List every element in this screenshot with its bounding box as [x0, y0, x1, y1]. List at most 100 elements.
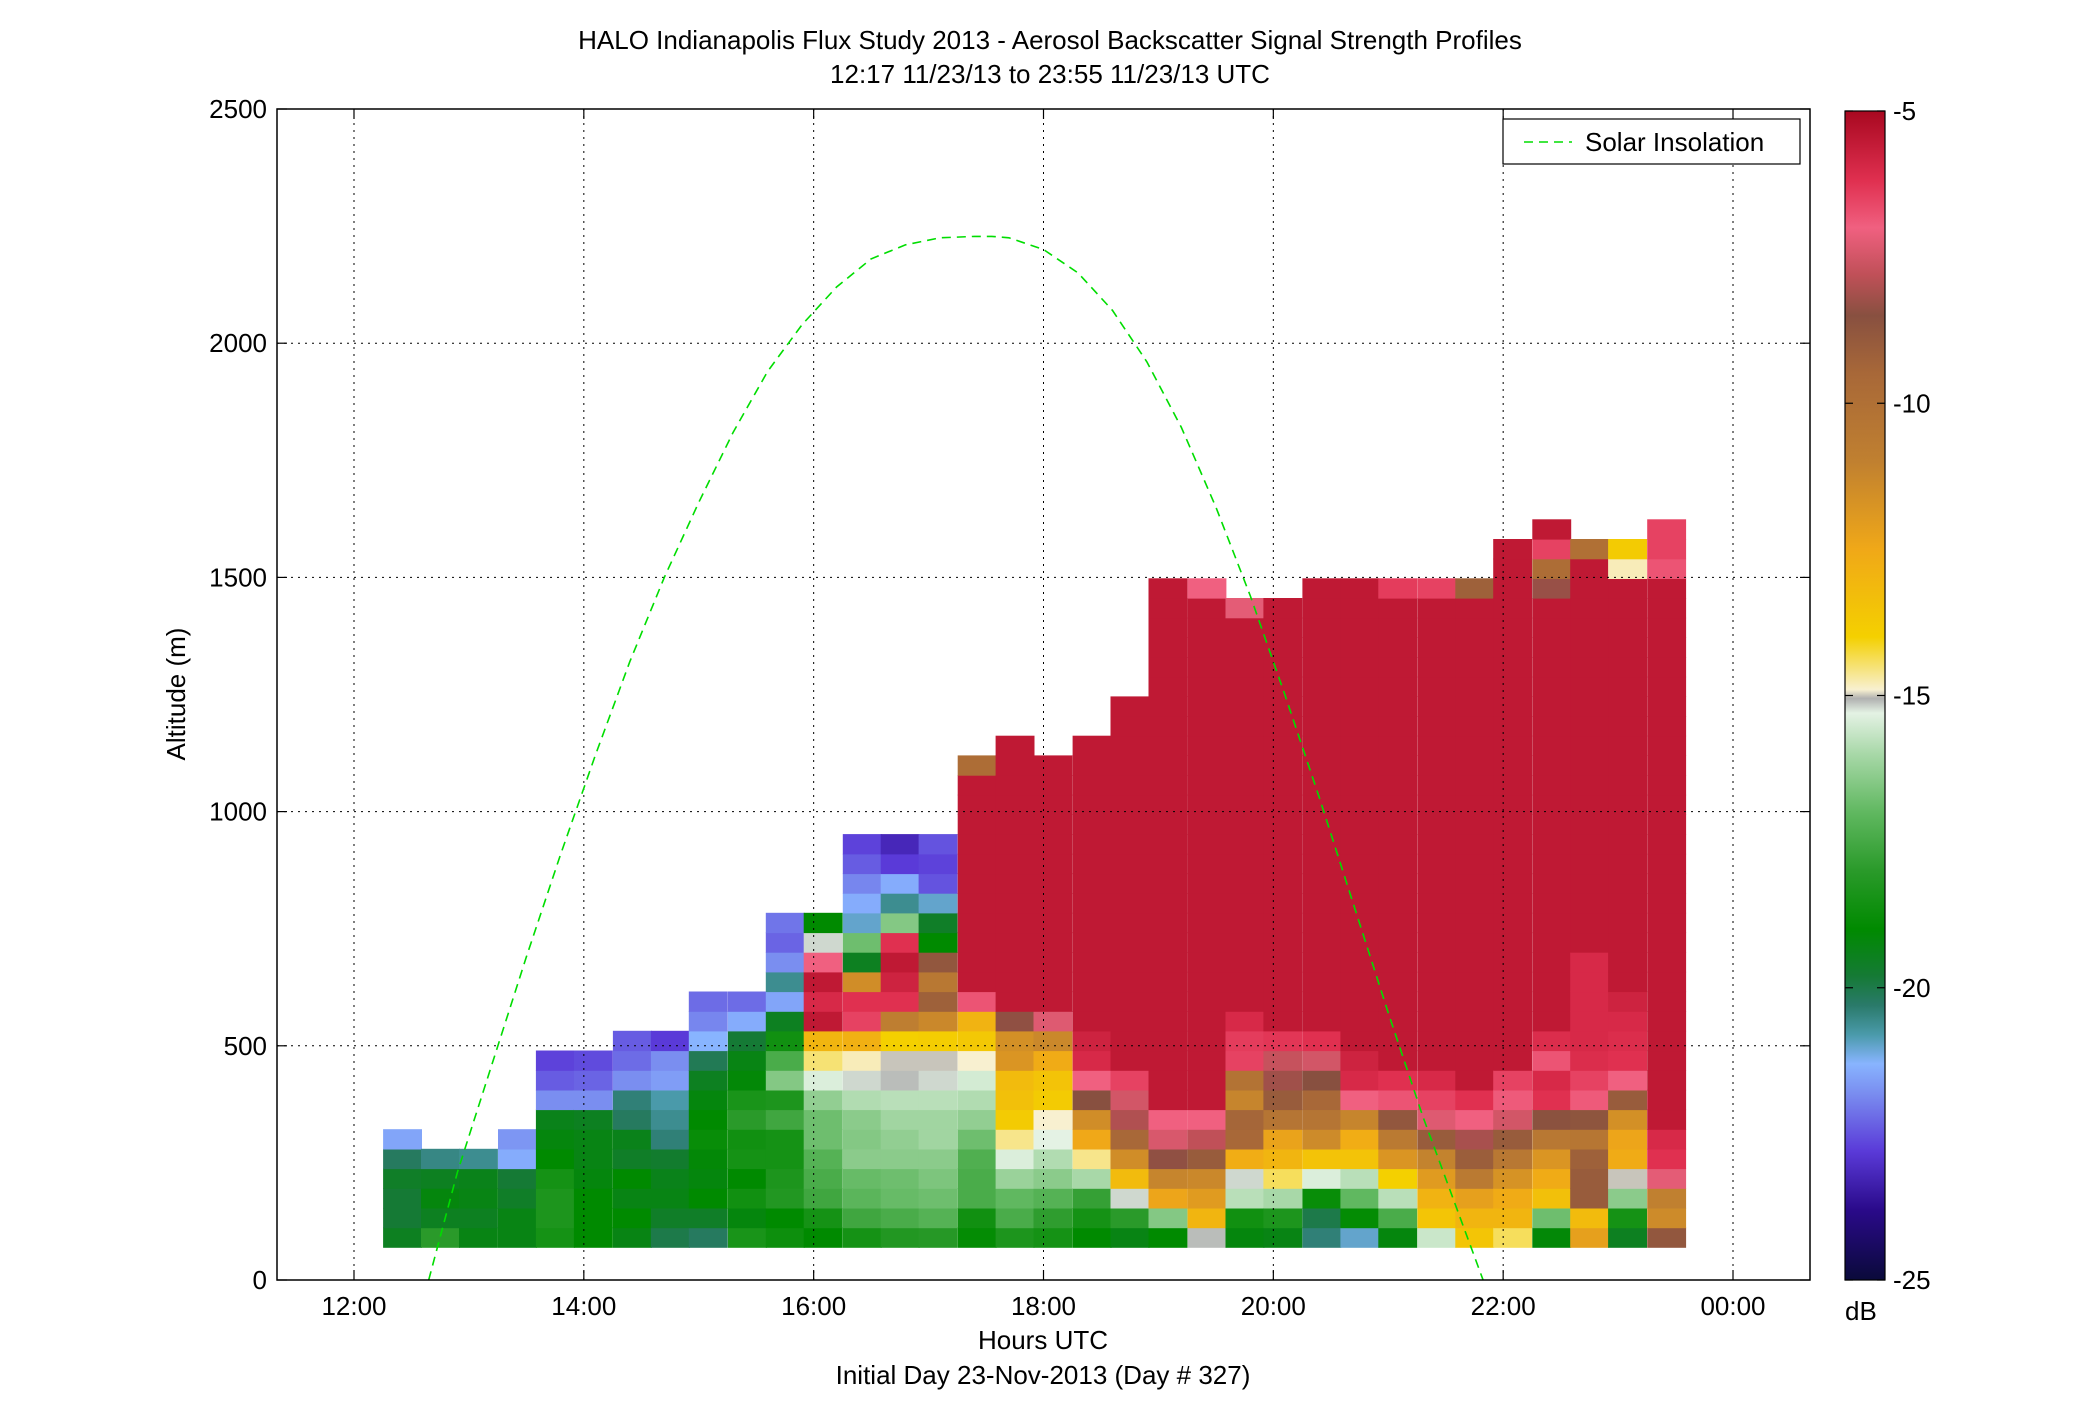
- heatmap-cell: [1417, 1070, 1457, 1091]
- heatmap-cell: [1110, 716, 1150, 737]
- heatmap-cell: [957, 794, 997, 815]
- heatmap-cell: [1378, 617, 1418, 638]
- heatmap-cell: [1417, 952, 1457, 973]
- heatmap-cell: [1608, 598, 1647, 619]
- heatmap-cell: [1378, 735, 1418, 756]
- heatmap-cell: [842, 834, 882, 855]
- heatmap-cell: [1072, 775, 1112, 796]
- heatmap-cell: [765, 1148, 805, 1170]
- y-tick-label: 1500: [209, 562, 267, 592]
- heatmap-cell: [1493, 657, 1533, 678]
- heatmap-cell: [612, 1129, 652, 1150]
- heatmap-cell: [1647, 539, 1687, 560]
- heatmap-cell: [1148, 971, 1188, 993]
- heatmap-cell: [803, 1129, 843, 1150]
- heatmap-cell: [535, 1168, 575, 1189]
- heatmap-cell: [421, 1227, 460, 1248]
- heatmap-cell: [535, 1089, 575, 1111]
- heatmap-cell: [842, 912, 882, 934]
- heatmap-cell: [1187, 912, 1227, 934]
- heatmap-cell: [1187, 775, 1227, 796]
- heatmap-cell: [1455, 1109, 1495, 1130]
- heatmap-cell: [1148, 893, 1188, 914]
- heatmap-cell: [1187, 617, 1227, 638]
- heatmap-cell: [1302, 1011, 1342, 1032]
- heatmap-cell: [918, 1207, 958, 1229]
- heatmap-cell: [1187, 794, 1227, 815]
- heatmap-cell: [612, 1030, 652, 1052]
- heatmap-cell: [1302, 991, 1342, 1012]
- heatmap-cell: [1647, 578, 1687, 599]
- heatmap-cell: [1033, 1089, 1073, 1111]
- heatmap-cell: [1340, 971, 1380, 993]
- heatmap-cell: [1072, 1109, 1112, 1130]
- heatmap-cell: [1072, 1070, 1112, 1091]
- heatmap-cell: [1570, 1207, 1610, 1229]
- heatmap-cell: [1148, 932, 1188, 953]
- heatmap-cell: [1033, 1188, 1073, 1209]
- heatmap-cell: [957, 1089, 997, 1111]
- heatmap-cell: [957, 1011, 997, 1032]
- heatmap-cell: [1608, 853, 1647, 875]
- heatmap-cell: [1417, 991, 1457, 1012]
- heatmap-cell: [1532, 578, 1572, 599]
- heatmap-cell: [842, 1050, 882, 1071]
- heatmap-cell: [1608, 912, 1647, 934]
- heatmap-cell: [842, 971, 882, 993]
- heatmap-cell: [1072, 1089, 1112, 1111]
- heatmap-cell: [1608, 1207, 1647, 1229]
- heatmap-cell: [995, 991, 1035, 1012]
- heatmap-cell: [1302, 1207, 1342, 1229]
- heatmap-cell: [1455, 991, 1495, 1012]
- heatmap-cell: [1110, 755, 1150, 776]
- heatmap-cell: [995, 814, 1035, 835]
- heatmap-cell: [1417, 971, 1457, 993]
- heatmap-cell: [1378, 853, 1418, 875]
- heatmap-cell: [1378, 814, 1418, 835]
- heatmap-cell: [1110, 991, 1150, 1012]
- heatmap-cell: [1072, 912, 1112, 934]
- heatmap-cell: [1455, 834, 1495, 855]
- heatmap-cell: [765, 1030, 805, 1052]
- heatmap-cell: [1532, 1227, 1572, 1248]
- heatmap-cell: [1187, 755, 1227, 776]
- heatmap-cell: [1110, 834, 1150, 855]
- heatmap-cell: [880, 971, 920, 993]
- heatmap-cell: [1417, 1109, 1457, 1130]
- heatmap-cell: [1187, 1148, 1227, 1170]
- heatmap-cell: [1417, 1188, 1457, 1209]
- heatmap-cell: [1532, 1168, 1572, 1189]
- heatmap-cell: [918, 873, 958, 894]
- heatmap-cell: [1647, 814, 1687, 835]
- heatmap-cell: [957, 952, 997, 973]
- heatmap-cell: [1148, 952, 1188, 973]
- heatmap-cell: [1417, 873, 1457, 894]
- heatmap-cell: [1225, 617, 1265, 638]
- heatmap-cell: [1455, 1148, 1495, 1170]
- heatmap-cell: [1340, 637, 1380, 658]
- heatmap-cell: [1378, 1109, 1418, 1130]
- heatmap-cell: [995, 1089, 1035, 1111]
- heatmap-cell: [995, 912, 1035, 934]
- heatmap-cell: [765, 971, 805, 993]
- heatmap-cell: [1378, 637, 1418, 658]
- heatmap-cell: [1340, 1050, 1380, 1071]
- heatmap-cell: [1647, 598, 1687, 619]
- heatmap-cell: [1110, 1030, 1150, 1052]
- heatmap-cell: [957, 775, 997, 796]
- heatmap-cell: [1570, 1148, 1610, 1170]
- heatmap-cell: [573, 1050, 613, 1071]
- heatmap-cell: [1493, 1168, 1533, 1189]
- heatmap-cell: [1570, 1030, 1610, 1052]
- heatmap-cell: [880, 1011, 920, 1032]
- heatmap-cell: [688, 1011, 728, 1032]
- heatmap-cell: [1455, 893, 1495, 914]
- heatmap-cell: [1608, 578, 1647, 599]
- heatmap-cell: [1225, 775, 1265, 796]
- heatmap-cell: [1493, 676, 1533, 697]
- heatmap-cell: [1225, 952, 1265, 973]
- heatmap-cell: [842, 1168, 882, 1189]
- heatmap-cell: [573, 1070, 613, 1091]
- heatmap-cell: [880, 912, 920, 934]
- heatmap-cell: [918, 932, 958, 953]
